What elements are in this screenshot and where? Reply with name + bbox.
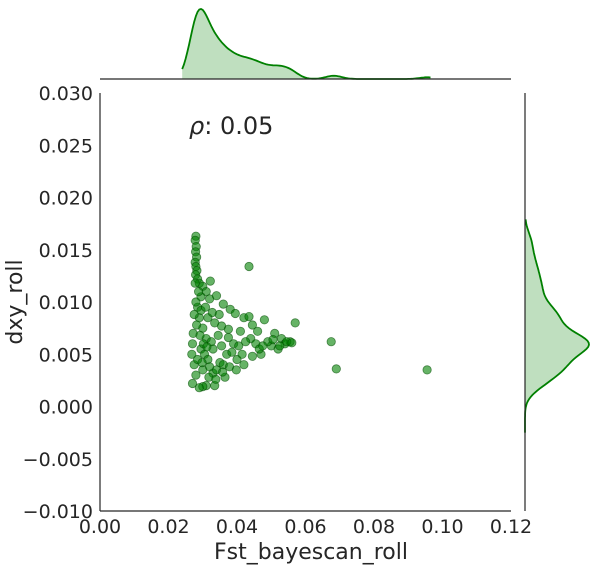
- x-tick-label: 0.02: [147, 516, 189, 538]
- data-point: [192, 320, 202, 330]
- scatter-points: [187, 231, 432, 393]
- data-point: [211, 291, 222, 301]
- y-tick-label: 0.030: [39, 83, 93, 105]
- data-point: [326, 337, 336, 347]
- data-point: [195, 330, 205, 340]
- data-point: [422, 365, 432, 375]
- rho-value: : 0.05: [204, 112, 273, 140]
- data-point: [223, 332, 233, 343]
- data-point: [197, 357, 207, 368]
- data-point: [187, 339, 198, 349]
- data-point: [217, 341, 227, 351]
- data-point: [239, 360, 249, 370]
- right-marginal-density: [524, 93, 590, 511]
- x-tick-label: 0.00: [79, 516, 121, 538]
- data-point: [218, 299, 228, 309]
- y-tick-label: 0.025: [39, 135, 93, 157]
- data-point: [187, 378, 198, 389]
- x-tick-label: 0.04: [216, 516, 258, 538]
- y-tick-labels: −0.010 −0.005 0.000 0.005 0.010 0.015 0.020 0.0…: [23, 83, 93, 523]
- data-point: [247, 320, 257, 330]
- data-point: [259, 315, 269, 325]
- data-point: [230, 308, 240, 319]
- data-point: [235, 326, 245, 336]
- data-point: [189, 309, 199, 320]
- data-point: [244, 311, 254, 322]
- correlation-annotation: ρ: 0.05: [189, 112, 273, 140]
- right-kde-line: [524, 219, 590, 433]
- x-tick-label: 0.10: [421, 516, 463, 538]
- y-tick-label: 0.005: [39, 344, 93, 366]
- data-point: [290, 318, 300, 328]
- data-point: [194, 383, 204, 393]
- data-point: [227, 347, 237, 357]
- y-tick-label: 0.020: [39, 188, 93, 210]
- rho-symbol: ρ: [189, 112, 204, 140]
- data-point: [231, 365, 241, 375]
- x-tick-label: 0.12: [490, 516, 532, 538]
- data-point: [287, 338, 297, 348]
- x-tick-labels: 0.00 0.02 0.04 0.06 0.08 0.10 0.12: [79, 516, 532, 538]
- data-point: [253, 326, 263, 336]
- data-point: [258, 341, 268, 351]
- data-point: [244, 261, 254, 272]
- x-tick-label: 0.06: [284, 516, 326, 538]
- y-tick-label: 0.000: [39, 397, 93, 419]
- x-axis-label: Fst_bayescan_roll: [214, 540, 408, 565]
- right-kde-fill: [525, 219, 589, 433]
- data-point: [194, 286, 204, 297]
- data-point: [191, 297, 201, 307]
- y-axis-label: dxy_roll: [3, 259, 28, 344]
- data-point: [331, 364, 341, 374]
- data-point: [275, 341, 285, 351]
- data-point: [191, 370, 201, 380]
- data-point: [205, 276, 215, 286]
- data-point: [200, 302, 211, 312]
- y-tick-label: 0.015: [39, 240, 93, 262]
- data-point: [234, 341, 244, 351]
- y-tick-label: −0.005: [23, 449, 93, 471]
- data-point: [190, 278, 200, 288]
- data-point: [211, 374, 221, 384]
- data-point: [214, 309, 224, 320]
- data-point: [237, 349, 247, 359]
- x-tick-label: 0.08: [353, 516, 395, 538]
- data-point: [247, 351, 257, 361]
- y-tick-label: 0.010: [39, 292, 93, 314]
- data-point: [241, 337, 251, 347]
- main-axes: [99, 93, 511, 512]
- data-point: [213, 330, 223, 340]
- data-point: [268, 334, 278, 345]
- top-kde-fill: [182, 9, 431, 79]
- y-tick-label: −0.010: [23, 501, 93, 523]
- data-point: [202, 342, 212, 352]
- data-point: [218, 367, 228, 377]
- data-point: [187, 349, 197, 359]
- data-point: [223, 324, 233, 334]
- top-marginal-density: [100, 8, 511, 80]
